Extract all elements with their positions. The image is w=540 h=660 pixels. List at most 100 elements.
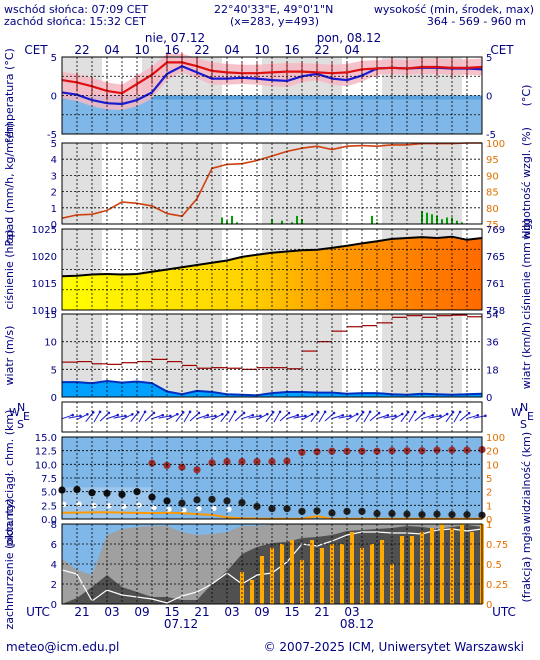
wind-arrow [473, 415, 486, 419]
right-tick-label: 10 [486, 460, 499, 471]
right-tick-label: 769 [486, 225, 505, 236]
precip-bar [441, 219, 443, 224]
wind-arrow [265, 411, 274, 423]
right-tick-label: 36 [486, 338, 499, 349]
left-tick-label: 0 [51, 220, 57, 231]
wind-arrow [363, 411, 371, 423]
left-axis-title: opad (mm/h, kg/m²/h) [3, 123, 16, 244]
precip-bar [426, 212, 428, 224]
right-tick-label: 0 [486, 92, 492, 103]
right-tick-label: 90 [486, 171, 499, 182]
wind-arrow [414, 412, 425, 422]
wind-arrow [166, 413, 178, 421]
wind-arrow [241, 414, 253, 420]
wind-arrow [130, 411, 139, 423]
bottom-timezone-label: UTC [26, 605, 50, 619]
wind-arrow [106, 414, 118, 420]
fog-bar [260, 556, 264, 604]
fog-bar [310, 540, 314, 604]
right-tick-label: 761 [486, 279, 505, 290]
wind-arrow [248, 415, 261, 419]
fog-bar [400, 536, 404, 604]
right-tick-label: 1 [486, 520, 492, 531]
cloud-base-dot [328, 509, 336, 517]
fog-top-dot [181, 507, 187, 513]
right-tick-label: 765 [486, 252, 505, 263]
wind-arrow [421, 414, 433, 420]
wind-arrow [445, 411, 454, 423]
fog-bar [470, 532, 474, 604]
right-axis-title: ciśnienie (mm Hg) [520, 219, 533, 320]
left-tick-label: 15 [44, 310, 57, 321]
right-axis-title: (°C) [520, 85, 533, 107]
wind-arrow [211, 413, 223, 421]
wind-arrow [158, 415, 171, 419]
panel-frame [61, 228, 483, 311]
right-tick-label: 0.75 [486, 540, 508, 551]
wind-arrow [459, 412, 470, 422]
fog-bar [320, 548, 324, 604]
bottom-hour-label: 15 [284, 605, 299, 619]
top-timezone-label: CET [24, 43, 48, 57]
fog-top-dot [211, 505, 217, 512]
precip-bar [281, 220, 283, 224]
coordinates-text: 22°40'33"E, 49°0'1"N [214, 3, 334, 16]
wind-arrow [121, 413, 133, 421]
top-hour-label: 04 [104, 43, 119, 57]
right-tick-label: 0.25 [486, 580, 508, 591]
right-tick-label: -5 [486, 130, 496, 141]
wind-arrow [93, 411, 101, 423]
left-tick-label: 2 [51, 580, 57, 591]
right-tick-label: 85 [486, 188, 499, 199]
left-tick-label: 5.0 [41, 488, 57, 499]
wind-arrow [293, 415, 306, 419]
top-hour-label: 04 [224, 43, 239, 57]
right-axis-title: widzialność (km) [520, 432, 533, 524]
wind-arrow [99, 412, 110, 422]
wind-arrow [144, 412, 155, 422]
bottom-hour-label: 09 [254, 605, 269, 619]
wind-arrow [301, 413, 313, 421]
right-tick-label: 0 [486, 393, 492, 404]
wind-arrow [466, 414, 478, 420]
left-tick-label: 4 [51, 155, 57, 166]
left-axis-title: temperatura (°C) [3, 48, 16, 143]
top-timezone-label-right: CET [490, 43, 514, 57]
wind-arrow [318, 411, 326, 423]
right-tick-label: 0.5 [486, 560, 502, 571]
right-tick-label: 758 [486, 306, 505, 317]
precip-bar [301, 219, 303, 224]
wind-arrow [428, 415, 441, 419]
wind-arrow [346, 413, 358, 421]
cloud-top-dot [343, 447, 351, 455]
cloud-base-dot [88, 489, 96, 497]
left-axis-title: pion. rozciągł. chm. (km) [3, 410, 16, 547]
wind-arrow [61, 414, 73, 420]
fog-bar [290, 540, 294, 604]
wind-arrow [175, 411, 184, 423]
cloud-top-dot [358, 447, 366, 455]
left-tick-label: 10.0 [35, 460, 57, 471]
panel-frame [61, 436, 483, 520]
precip-bar [271, 219, 273, 224]
cloud-base-dot [343, 507, 351, 515]
left-tick-label: 3 [51, 171, 57, 182]
left-tick-label: 2.5 [41, 501, 57, 512]
wind-dir-label: W [9, 406, 20, 419]
fog-bar [280, 544, 284, 604]
precip-bar [421, 211, 423, 224]
wind-arrow [138, 411, 146, 423]
right-tick-label: 2 [486, 488, 492, 499]
wind-arrow [408, 411, 416, 423]
wind-arrow [273, 411, 281, 423]
cloud-base-dot [358, 507, 366, 515]
cloud-base-dot [268, 505, 276, 513]
left-tick-label: 6 [51, 540, 57, 551]
contact-email[interactable]: meteo@icm.edu.pl [6, 640, 120, 654]
fog-top-dot [76, 501, 82, 507]
wind-dir-label: N [17, 401, 25, 414]
right-tick-label: 95 [486, 155, 499, 166]
top-hour-label: 16 [284, 43, 299, 57]
left-tick-label: 0 [51, 600, 57, 611]
bottom-timezone-label-right: UTC [492, 605, 516, 619]
